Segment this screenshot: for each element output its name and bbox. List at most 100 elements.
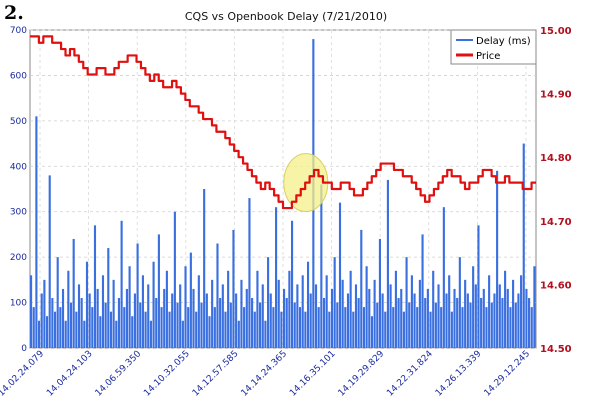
delay-bar bbox=[117, 298, 121, 348]
delay-bar bbox=[144, 311, 147, 348]
delay-bar bbox=[520, 275, 523, 348]
delay-bar bbox=[275, 207, 278, 348]
delay-bar bbox=[165, 270, 168, 348]
delay-bars bbox=[30, 39, 536, 349]
delay-bar bbox=[101, 275, 105, 348]
delay-bar bbox=[48, 175, 51, 348]
delay-bar bbox=[280, 311, 283, 348]
delay-bar bbox=[53, 311, 57, 348]
delay-bar bbox=[189, 252, 192, 348]
delay-bar bbox=[157, 234, 160, 348]
right-tick-label: 14.90 bbox=[540, 90, 572, 101]
delay-bar bbox=[219, 298, 222, 348]
delay-bar bbox=[107, 248, 110, 348]
x-tick-label: 14.14.24.365 bbox=[240, 349, 290, 399]
delay-bar bbox=[221, 284, 224, 348]
delay-bar bbox=[474, 284, 477, 348]
delay-bar bbox=[235, 293, 238, 348]
left-axis-ticks: 0 100 200 300 400 500 600 700 bbox=[10, 26, 27, 354]
delay-bar bbox=[237, 320, 240, 348]
delay-bar bbox=[317, 307, 320, 348]
delay-bar bbox=[488, 275, 491, 348]
delay-bar bbox=[133, 293, 136, 348]
delay-bar bbox=[480, 298, 483, 348]
delay-bar bbox=[243, 307, 246, 348]
delay-bar bbox=[392, 307, 395, 348]
delay-bar bbox=[112, 279, 115, 348]
legend-box bbox=[450, 29, 537, 65]
delay-bar bbox=[416, 307, 419, 348]
delay-bar bbox=[43, 279, 46, 348]
x-tick-label: 14.10.32.055 bbox=[142, 349, 192, 399]
delay-bar bbox=[378, 238, 381, 348]
legend-label-delay: Delay (ms) bbox=[476, 36, 531, 47]
delay-bar bbox=[205, 293, 208, 348]
left-tick-label: 300 bbox=[10, 208, 27, 218]
delay-bar bbox=[203, 189, 206, 348]
delay-bar bbox=[192, 288, 195, 348]
delay-bar bbox=[368, 288, 371, 348]
delay-bar bbox=[176, 302, 179, 348]
delay-bar bbox=[352, 311, 355, 348]
x-tick-label: 14.06.59.350 bbox=[94, 349, 144, 399]
delay-bar bbox=[304, 311, 307, 348]
delay-bar bbox=[283, 288, 286, 348]
delay-bar bbox=[413, 293, 416, 348]
delay-bar bbox=[424, 298, 427, 348]
delay-bar bbox=[402, 311, 405, 348]
delay-bar bbox=[179, 284, 182, 348]
delay-bar bbox=[115, 320, 118, 348]
delay-bar bbox=[466, 293, 469, 348]
delay-bar bbox=[397, 298, 400, 348]
delay-bar bbox=[306, 261, 310, 348]
delay-bar bbox=[125, 288, 128, 348]
delay-bar bbox=[498, 284, 501, 348]
delay-bar bbox=[245, 288, 248, 348]
right-tick-label: 14.60 bbox=[540, 280, 572, 291]
delay-bar bbox=[147, 284, 150, 348]
delay-bar bbox=[181, 320, 184, 348]
delay-bar bbox=[301, 275, 304, 348]
delay-bar bbox=[256, 270, 259, 348]
delay-bar bbox=[448, 275, 451, 348]
delay-bar bbox=[88, 293, 91, 348]
delay-bar bbox=[437, 284, 440, 348]
chart-title: CQS vs Openbook Delay (7/21/2010) bbox=[185, 10, 387, 23]
delay-bar bbox=[445, 293, 448, 348]
delay-bar bbox=[344, 307, 347, 348]
x-tick-label: 14.26.13.339 bbox=[434, 349, 484, 399]
delay-bar bbox=[269, 293, 272, 348]
delay-bar bbox=[456, 298, 459, 348]
delay-bar bbox=[195, 311, 198, 348]
delay-bar bbox=[155, 298, 158, 348]
delay-bar bbox=[458, 257, 461, 348]
right-tick-label: 14.50 bbox=[540, 344, 572, 355]
delay-bar bbox=[141, 275, 144, 348]
delay-bar bbox=[434, 302, 437, 348]
delay-bar bbox=[357, 298, 360, 348]
delay-bar bbox=[533, 266, 536, 348]
delay-bar bbox=[373, 279, 376, 348]
delay-bar bbox=[45, 316, 49, 348]
delay-bar bbox=[325, 275, 328, 348]
delay-bar bbox=[240, 279, 243, 348]
delay-bar bbox=[163, 288, 166, 348]
delay-bar bbox=[493, 293, 496, 348]
delay-bar bbox=[336, 302, 339, 348]
delay-bar bbox=[530, 307, 533, 348]
delay-bar bbox=[384, 311, 387, 348]
delay-bar bbox=[440, 307, 443, 348]
delay-bar bbox=[56, 257, 59, 348]
x-tick-label: 14.12.57.585 bbox=[191, 349, 241, 399]
delay-bar bbox=[187, 307, 190, 348]
delay-bar bbox=[149, 320, 152, 348]
delay-bar bbox=[461, 307, 464, 348]
delay-bar bbox=[264, 320, 267, 348]
left-tick-label: 0 bbox=[21, 344, 27, 354]
left-tick-label: 700 bbox=[10, 26, 27, 36]
delay-bar bbox=[290, 220, 294, 348]
delay-bar bbox=[442, 207, 445, 348]
delay-bar bbox=[509, 307, 512, 348]
delay-bar bbox=[229, 302, 232, 348]
delay-bar bbox=[77, 284, 81, 348]
